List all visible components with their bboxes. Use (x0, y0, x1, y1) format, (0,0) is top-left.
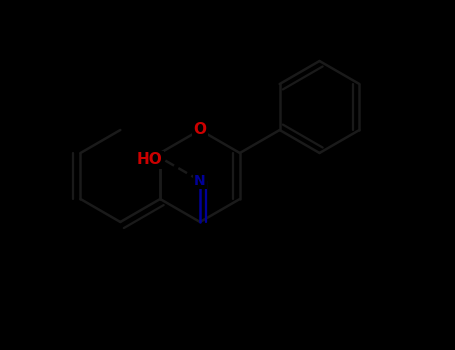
Text: HO: HO (136, 152, 162, 167)
Text: O: O (193, 122, 207, 138)
Text: N: N (194, 174, 206, 188)
